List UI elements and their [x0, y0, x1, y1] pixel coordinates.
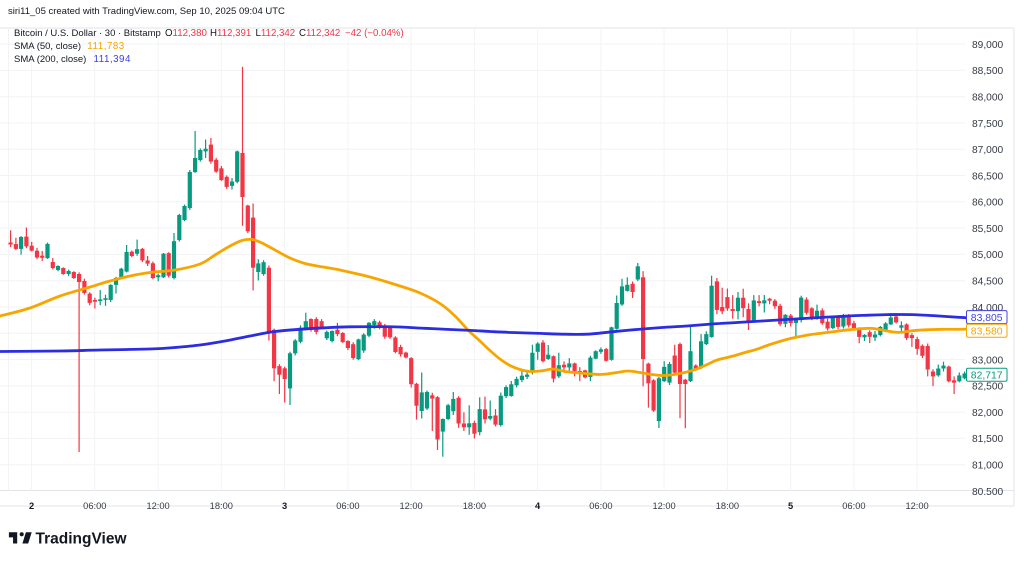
svg-text:−42 (−0.04%): −42 (−0.04%)	[345, 28, 404, 39]
svg-text:Bitcoin / U.S. Dollar · 30 · B: Bitcoin / U.S. Dollar · 30 · Bitstamp	[14, 28, 161, 39]
svg-text:5: 5	[788, 501, 793, 511]
svg-text:87,500: 87,500	[972, 119, 1003, 130]
svg-text:84,500: 84,500	[972, 277, 1003, 288]
svg-text:06:00: 06:00	[842, 501, 865, 511]
svg-text:82,717: 82,717	[971, 370, 1003, 381]
svg-text:82,000: 82,000	[972, 408, 1003, 419]
svg-text:18:00: 18:00	[463, 501, 486, 511]
svg-text:80.500: 80.500	[972, 487, 1003, 498]
svg-text:4: 4	[535, 501, 541, 511]
svg-text:SMA (50, close): SMA (50, close)	[14, 41, 81, 52]
svg-text:111,783: 111,783	[87, 41, 125, 52]
svg-text:TradingView: TradingView	[36, 531, 128, 548]
svg-text:2: 2	[29, 501, 34, 511]
svg-text:111,394: 111,394	[94, 54, 132, 65]
svg-text:H112,391: H112,391	[210, 28, 251, 39]
svg-text:81,000: 81,000	[972, 461, 1003, 472]
svg-text:83,805: 83,805	[971, 313, 1003, 324]
svg-text:85,500: 85,500	[972, 224, 1003, 235]
svg-text:89,000: 89,000	[972, 40, 1003, 51]
svg-text:siri11_05 created with Trading: siri11_05 created with TradingView.com, …	[8, 6, 285, 17]
svg-text:3: 3	[282, 501, 287, 511]
svg-text:SMA (200, close): SMA (200, close)	[14, 54, 86, 65]
svg-text:18:00: 18:00	[210, 501, 233, 511]
svg-text:86,000: 86,000	[972, 198, 1003, 209]
svg-text:12:00: 12:00	[146, 501, 169, 511]
svg-text:06:00: 06:00	[336, 501, 359, 511]
svg-text:88,000: 88,000	[972, 93, 1003, 104]
svg-text:86,500: 86,500	[972, 171, 1003, 182]
svg-text:82,500: 82,500	[972, 382, 1003, 393]
svg-text:85,000: 85,000	[972, 250, 1003, 261]
svg-text:83,580: 83,580	[971, 326, 1003, 337]
svg-text:84,000: 84,000	[972, 303, 1003, 314]
svg-text:83,000: 83,000	[972, 355, 1003, 366]
svg-text:O112,380: O112,380	[165, 28, 207, 39]
svg-text:06:00: 06:00	[83, 501, 106, 511]
svg-text:12:00: 12:00	[399, 501, 422, 511]
svg-text:06:00: 06:00	[589, 501, 612, 511]
svg-text:12:00: 12:00	[652, 501, 675, 511]
svg-text:C112,342: C112,342	[299, 28, 340, 39]
svg-text:81,500: 81,500	[972, 434, 1003, 445]
svg-text:18:00: 18:00	[716, 501, 739, 511]
svg-text:L112,342: L112,342	[256, 28, 296, 39]
svg-text:88,500: 88,500	[972, 66, 1003, 77]
svg-text:12:00: 12:00	[905, 501, 928, 511]
svg-text:87,000: 87,000	[972, 145, 1003, 156]
